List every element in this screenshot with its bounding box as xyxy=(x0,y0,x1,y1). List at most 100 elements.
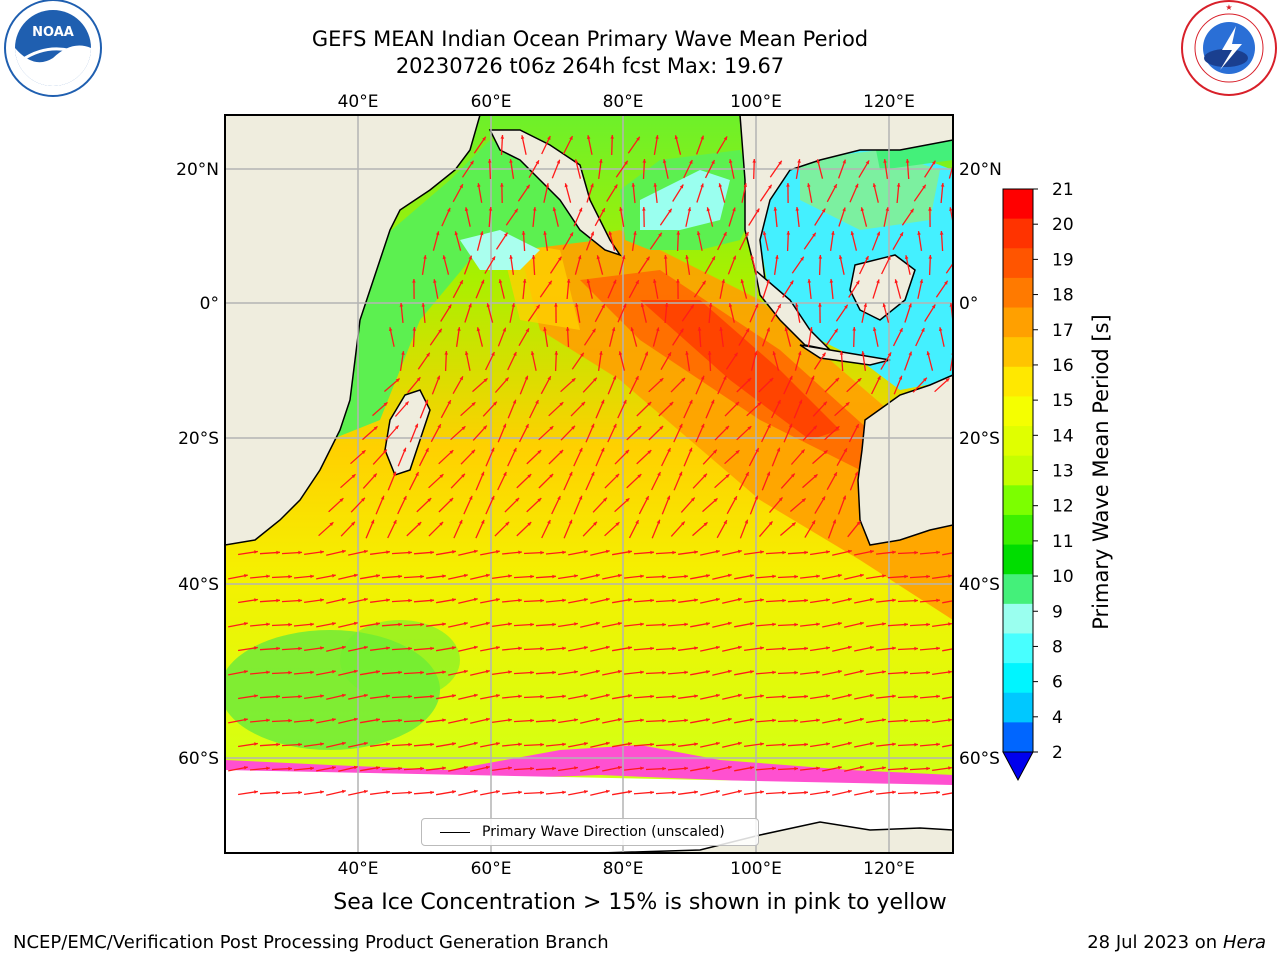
wave-arrow-head xyxy=(839,351,844,355)
wave-arrow-head xyxy=(707,351,712,355)
wave-arrow-head xyxy=(869,645,874,650)
wave-arrow-head xyxy=(837,765,842,770)
wave-arrow-head xyxy=(591,471,595,476)
wave-arrow-head xyxy=(658,232,662,237)
wave-arrow-head xyxy=(847,645,852,650)
wave-arrow-head xyxy=(630,327,635,332)
wave-arrow-head xyxy=(823,401,827,406)
lon-tick-bottom: 100°E xyxy=(730,859,782,879)
wave-arrow-head xyxy=(430,646,434,651)
wave-arrow-head xyxy=(715,597,720,602)
wave-arrow-head xyxy=(339,498,344,502)
wave-arrow-head xyxy=(842,159,846,164)
wave-arrow-head xyxy=(842,207,846,212)
wave-arrow-head xyxy=(535,160,539,165)
wave-arrow-head xyxy=(310,670,314,675)
wave-arrow-head xyxy=(650,790,654,795)
wave-arrow-head xyxy=(320,742,324,746)
wave-arrow-head xyxy=(653,183,658,187)
wave-arrow-head xyxy=(473,549,478,554)
wave-arrow-head xyxy=(795,207,800,211)
wave-arrow-head xyxy=(737,645,742,650)
svg-text:★: ★ xyxy=(1225,3,1232,12)
wave-arrow-head xyxy=(750,255,755,260)
wave-arrow-head xyxy=(266,574,270,579)
wave-arrow-head xyxy=(656,327,660,332)
colorbar-tick-label: 2 xyxy=(1052,743,1063,763)
wave-arrow-head xyxy=(547,376,551,381)
wave-arrow-head xyxy=(496,742,500,746)
lon-tick-bottom: 120°E xyxy=(863,859,915,879)
wave-arrow-head xyxy=(530,718,534,723)
wave-arrow-head xyxy=(463,621,468,626)
colorbar-tick-label: 13 xyxy=(1052,462,1074,482)
wave-arrow-head xyxy=(721,279,725,283)
wave-arrow-head xyxy=(376,766,380,770)
wave-arrow-head xyxy=(778,497,783,502)
wave-arrow-head xyxy=(552,718,556,723)
map-gridlines xyxy=(225,115,953,853)
wave-arrow-head xyxy=(332,574,336,578)
wave-arrow-head xyxy=(427,498,432,502)
wave-arrow-head xyxy=(518,694,522,699)
wave-arrow-head xyxy=(755,448,759,453)
wave-arrow-head xyxy=(711,160,715,165)
wave-arrow-head xyxy=(936,742,940,747)
wave-arrow-head xyxy=(669,402,674,406)
wave-arrow-head xyxy=(791,522,796,527)
wave-arrow-head xyxy=(938,327,943,332)
wave-arrow-head xyxy=(254,790,258,794)
wave-arrow-head xyxy=(958,646,962,650)
wave-arrow-head xyxy=(856,521,861,526)
wave-arrow-head xyxy=(948,622,952,626)
wave-arrow-head xyxy=(958,742,962,746)
wave-arrow-head xyxy=(894,279,899,284)
wave-arrow-head xyxy=(676,231,681,235)
wave-arrow-head xyxy=(511,303,516,308)
wave-arrow-head xyxy=(575,303,579,307)
wave-arrow-head xyxy=(581,401,585,406)
wave-arrow-head xyxy=(515,497,520,502)
wave-arrow-head xyxy=(753,351,758,356)
wave-arrow-head xyxy=(562,598,566,603)
footer-date-text: 28 Jul 2023 on xyxy=(1087,932,1223,953)
colorbar-segment xyxy=(1003,514,1033,546)
wave-arrow-head xyxy=(459,280,463,285)
wave-arrow-head xyxy=(750,718,754,722)
wave-arrow-head xyxy=(818,255,823,259)
wave-arrow-head xyxy=(376,574,380,578)
wave-arrow-head xyxy=(586,279,591,284)
wave-arrow-head xyxy=(772,766,776,771)
wave-arrow-head xyxy=(496,550,500,554)
wave-arrow-head xyxy=(837,717,842,722)
wave-arrow-head xyxy=(892,646,896,651)
colorbar-segment xyxy=(1003,692,1033,723)
wave-arrow-head xyxy=(310,718,314,723)
wave-arrow-head xyxy=(430,598,434,603)
wave-arrow-head xyxy=(672,598,676,603)
wave-arrow-head xyxy=(713,449,717,454)
wave-arrow-head xyxy=(755,208,760,213)
wave-arrow-head xyxy=(750,622,754,626)
wave-arrow-head xyxy=(823,450,828,455)
wave-arrow-head xyxy=(398,766,402,771)
wave-arrow-head xyxy=(882,574,886,578)
wave-arrow-head xyxy=(882,718,886,722)
wave-arrow-head xyxy=(439,521,444,526)
wave-arrow-head xyxy=(750,574,754,578)
wave-arrow-head xyxy=(276,694,280,699)
wave-arrow-head xyxy=(833,184,837,189)
wave-arrow-head xyxy=(473,645,478,650)
wave-arrow-head xyxy=(694,742,698,746)
wave-arrow-head xyxy=(508,766,512,770)
lon-tick-bottom: 40°E xyxy=(338,859,379,879)
wave-arrow-head xyxy=(932,160,936,165)
wave-arrow-head xyxy=(473,789,478,794)
wave-arrow-head xyxy=(605,549,610,554)
wave-arrow-head xyxy=(778,160,782,165)
colorbar-tick-label: 12 xyxy=(1052,497,1074,517)
wave-arrow-head xyxy=(772,718,776,723)
colorbar-tick-label: 21 xyxy=(1052,180,1074,200)
lon-tick-top: 120°E xyxy=(863,92,915,112)
wave-arrow-head xyxy=(936,790,940,795)
